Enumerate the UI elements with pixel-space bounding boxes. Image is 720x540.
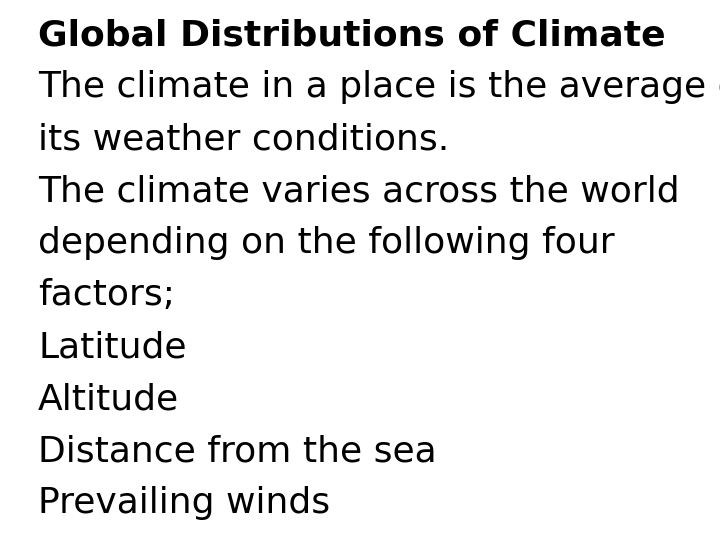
Text: The climate varies across the world: The climate varies across the world <box>38 174 680 208</box>
Text: Latitude: Latitude <box>38 330 186 364</box>
Text: The climate in a place is the average of: The climate in a place is the average of <box>38 70 720 104</box>
Text: Altitude: Altitude <box>38 382 179 416</box>
Text: Global Distributions of Climate: Global Distributions of Climate <box>38 18 665 52</box>
Text: Prevailing winds: Prevailing winds <box>38 486 330 520</box>
Text: its weather conditions.: its weather conditions. <box>38 122 449 156</box>
Text: factors;: factors; <box>38 278 175 312</box>
Text: depending on the following four: depending on the following four <box>38 226 615 260</box>
Text: Distance from the sea: Distance from the sea <box>38 434 436 468</box>
